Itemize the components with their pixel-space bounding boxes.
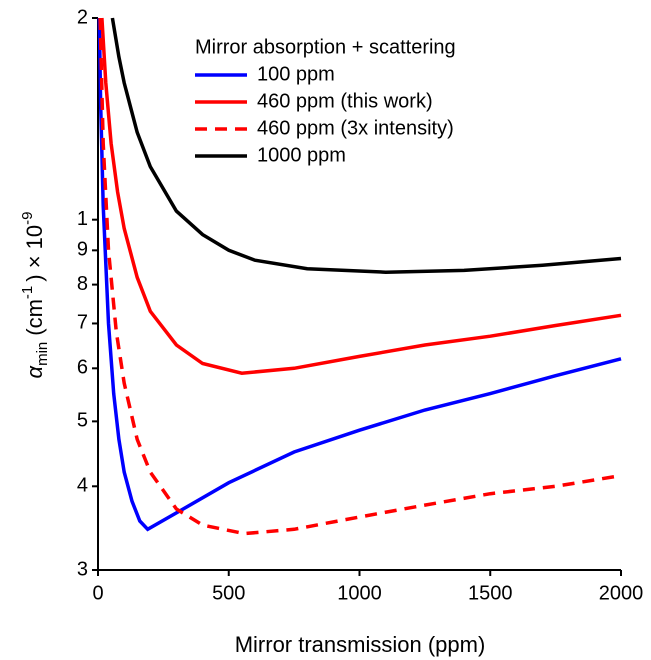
y-tick-label: 9 (77, 239, 88, 261)
y-tick-label: 3 (77, 558, 88, 580)
y-tick-label: 6 (77, 357, 88, 379)
x-tick-label: 1000 (337, 582, 382, 604)
legend-title: Mirror absorption + scattering (195, 36, 456, 58)
x-axis-label: Mirror transmission (ppm) (235, 632, 486, 657)
y-label-symbol: α (22, 364, 47, 378)
y-tick-label: 4 (77, 475, 88, 497)
legend-label: 100 ppm (257, 63, 335, 85)
y-label-subscript: min (34, 342, 51, 366)
x-tick-label: 500 (212, 582, 245, 604)
x-tick-label: 1500 (468, 582, 513, 604)
data-line (100, 17, 622, 375)
legend-label: 460 ppm (this work) (257, 90, 433, 112)
y-tick-label: 8 (77, 273, 88, 295)
y-tick-label: 1 (77, 208, 88, 230)
y-label-unit: (cm (22, 299, 47, 336)
legend-label: 460 ppm (3x intensity) (257, 117, 454, 139)
data-line (97, 17, 622, 532)
y-tick-label: 5 (77, 410, 88, 432)
y-label-scale: ) × 10 (22, 225, 47, 282)
y-label-scale-exp: -9 (19, 212, 36, 225)
legend-label: 1000 ppm (257, 144, 346, 166)
y-tick-label: 2 (77, 6, 88, 28)
y-tick-label: 7 (77, 312, 88, 334)
y-axis-label: αmin (cm-1 ) × 10-9 (19, 212, 51, 379)
y-label-unit-exp: -1 (19, 286, 36, 299)
x-tick-label: 2000 (599, 582, 644, 604)
data-line (110, 17, 622, 274)
x-tick-label: 0 (92, 582, 103, 604)
